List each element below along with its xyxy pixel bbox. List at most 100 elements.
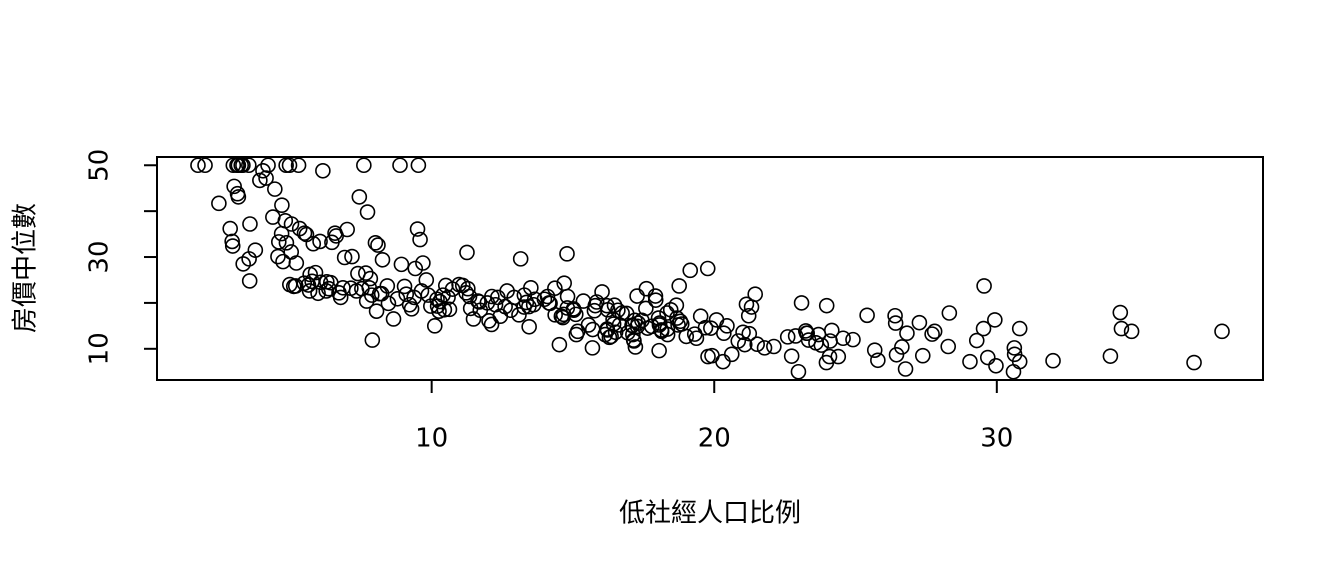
point xyxy=(688,330,705,347)
point xyxy=(305,235,322,252)
point xyxy=(1011,320,1028,337)
point xyxy=(1214,323,1230,340)
point xyxy=(301,283,318,299)
point xyxy=(818,297,835,314)
point xyxy=(312,233,328,250)
point xyxy=(521,318,537,335)
x-tick-label: 20 xyxy=(698,424,731,454)
point xyxy=(610,302,626,319)
point xyxy=(584,340,601,356)
point xyxy=(715,353,731,370)
point xyxy=(1045,352,1061,369)
point xyxy=(364,332,381,348)
point xyxy=(255,162,271,179)
point xyxy=(318,283,335,299)
point xyxy=(659,326,676,343)
point xyxy=(281,157,298,174)
point xyxy=(859,307,875,324)
point xyxy=(749,336,765,353)
point xyxy=(367,235,384,251)
point xyxy=(258,170,274,186)
point xyxy=(332,289,349,306)
point xyxy=(723,346,740,363)
point xyxy=(699,260,716,277)
point xyxy=(278,235,295,251)
point xyxy=(793,295,810,311)
point xyxy=(415,255,431,271)
point xyxy=(230,189,247,205)
point xyxy=(1186,354,1202,371)
point xyxy=(588,294,605,310)
point xyxy=(518,294,535,311)
point xyxy=(460,280,476,297)
point xyxy=(987,312,1003,328)
point xyxy=(703,320,719,336)
point xyxy=(866,342,883,358)
point xyxy=(638,280,655,297)
point xyxy=(607,324,624,341)
point xyxy=(288,255,305,271)
point xyxy=(887,307,903,324)
point xyxy=(888,346,905,363)
point xyxy=(403,301,420,317)
point xyxy=(567,306,584,323)
point xyxy=(823,322,840,339)
point xyxy=(914,347,931,364)
point xyxy=(410,157,427,174)
point xyxy=(627,339,644,355)
point xyxy=(659,305,675,321)
point xyxy=(1102,348,1119,364)
point xyxy=(398,286,415,302)
plot-frame xyxy=(156,156,1264,381)
point xyxy=(926,323,943,340)
point xyxy=(267,181,283,197)
point xyxy=(668,297,685,314)
point xyxy=(988,357,1004,374)
point xyxy=(979,349,996,366)
y-tick-label: 10 xyxy=(85,332,115,365)
point xyxy=(247,242,264,258)
point xyxy=(894,339,910,355)
point xyxy=(409,221,426,237)
point xyxy=(351,189,368,205)
point xyxy=(287,278,304,294)
point xyxy=(224,233,240,250)
point xyxy=(547,280,563,297)
point xyxy=(1113,320,1130,337)
point xyxy=(270,234,287,250)
point xyxy=(719,318,735,334)
point xyxy=(580,317,597,333)
point xyxy=(611,317,628,333)
point xyxy=(260,157,276,174)
point xyxy=(224,238,241,254)
point xyxy=(511,307,527,323)
point xyxy=(756,340,773,356)
y-tick-label: 50 xyxy=(85,149,115,182)
point xyxy=(1011,353,1028,370)
point xyxy=(799,325,816,341)
point xyxy=(385,311,402,327)
point xyxy=(626,333,642,349)
point xyxy=(747,286,764,302)
point xyxy=(358,265,374,281)
point xyxy=(743,299,760,315)
point xyxy=(897,361,914,377)
point xyxy=(887,315,904,331)
point xyxy=(1006,340,1023,356)
point xyxy=(339,221,355,238)
point xyxy=(614,305,630,321)
point xyxy=(363,287,380,303)
point xyxy=(870,352,886,369)
point xyxy=(370,237,386,253)
point xyxy=(559,246,575,262)
point xyxy=(523,279,539,296)
point xyxy=(344,248,360,265)
point xyxy=(512,251,529,267)
point xyxy=(741,325,758,342)
point xyxy=(962,353,978,370)
point xyxy=(830,348,847,365)
point xyxy=(418,272,435,288)
point xyxy=(647,288,664,304)
point xyxy=(380,295,397,312)
